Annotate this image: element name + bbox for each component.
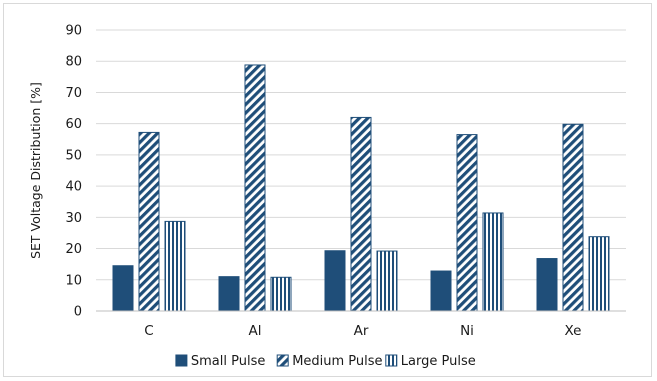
legend-label: Large Pulse	[401, 354, 476, 369]
y-tick-label: 80	[65, 55, 82, 70]
bar-small-pulse-c	[112, 265, 134, 312]
y-tick-label: 10	[65, 273, 82, 288]
y-tick-label: 0	[74, 305, 82, 320]
bar-small-pulse-xe	[536, 258, 558, 312]
bar-large-pulse-xe	[588, 236, 610, 312]
x-tick-label: Al	[249, 323, 262, 339]
bar-large-pulse-ar	[376, 250, 398, 312]
bar-medium-pulse-ar	[350, 116, 372, 312]
y-tick-label: 20	[65, 242, 82, 257]
y-tick-label: 90	[65, 24, 82, 39]
y-tick-label: 30	[65, 211, 82, 226]
y-axis-title: SET Voltage Distribution [%]	[28, 82, 43, 259]
legend-label: Small Pulse	[191, 354, 265, 369]
legend-swatch	[276, 354, 289, 367]
legend-swatch	[385, 354, 398, 367]
bar-large-pulse-al	[270, 276, 292, 312]
x-tick-label: Xe	[565, 323, 582, 339]
chart-frame	[3, 3, 652, 377]
y-tick-label: 40	[65, 180, 82, 195]
bar-small-pulse-al	[218, 276, 240, 312]
x-tick-label: Ar	[354, 323, 369, 339]
bar-large-pulse-c	[164, 220, 186, 312]
x-axis-labels: C Al Ar Ni Xe	[144, 323, 581, 339]
bar-medium-pulse-xe	[562, 123, 584, 312]
legend-swatch	[175, 354, 188, 367]
bar-medium-pulse-ni	[456, 134, 478, 312]
bar-medium-pulse-al	[244, 64, 266, 312]
bar-large-pulse-ni	[482, 212, 504, 312]
x-tick-label: C	[144, 323, 153, 339]
bars	[112, 64, 610, 312]
y-tick-label: 50	[65, 148, 82, 163]
x-tick-label: Ni	[460, 323, 474, 339]
y-axis-ticks: 0 10 20 30 40 50 60 70 80 90	[65, 24, 82, 320]
y-tick-label: 70	[65, 86, 82, 101]
bar-medium-pulse-c	[138, 131, 160, 312]
bar-small-pulse-ar	[324, 250, 346, 312]
y-tick-label: 60	[65, 117, 82, 132]
legend-label: Medium Pulse	[292, 354, 382, 369]
legend: Small Pulse Medium Pulse Large Pulse	[175, 354, 476, 369]
bar-small-pulse-ni	[430, 270, 452, 312]
